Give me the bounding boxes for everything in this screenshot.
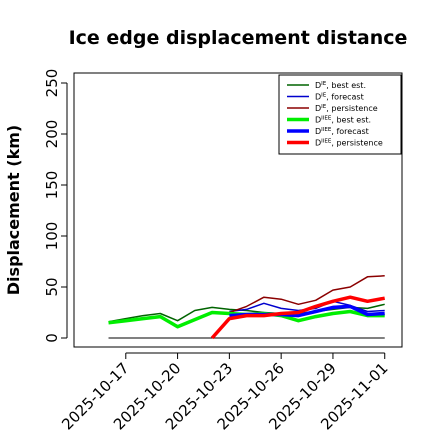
legend-label: DIIEE, persistence bbox=[315, 139, 383, 148]
plot-lines bbox=[108, 275, 386, 340]
y-tick-label: 150 bbox=[43, 171, 61, 200]
y-tick-label: 50 bbox=[43, 277, 61, 296]
legend-label: DIIEE, forecast bbox=[315, 127, 369, 136]
chart-title: Ice edge displacement distance bbox=[69, 27, 408, 49]
y-tick-label: 0 bbox=[43, 333, 61, 343]
legend-label: DIIEE, best est. bbox=[315, 116, 371, 125]
legend: DIE, best est. DIE, forecast DIE, persiste… bbox=[278, 74, 402, 155]
y-tick-label: 200 bbox=[43, 120, 61, 149]
y-tick-label: 100 bbox=[43, 222, 61, 251]
x-axis: 2025-10-172025-10-202025-10-232025-10-26… bbox=[58, 352, 392, 433]
series-line-6 bbox=[210, 295, 386, 340]
y-axis-label: Displacement (km) bbox=[4, 125, 23, 295]
y-tick-label: 250 bbox=[43, 69, 61, 98]
legend-label: DIE, forecast bbox=[315, 93, 364, 102]
series-line-3 bbox=[229, 275, 385, 314]
y-axis: 0 50 100 150 200 250 bbox=[43, 69, 68, 343]
plot-frame bbox=[73, 72, 403, 348]
legend-label: DIE, persistence bbox=[315, 104, 378, 113]
legend-label: DIE, best est. bbox=[315, 81, 366, 90]
